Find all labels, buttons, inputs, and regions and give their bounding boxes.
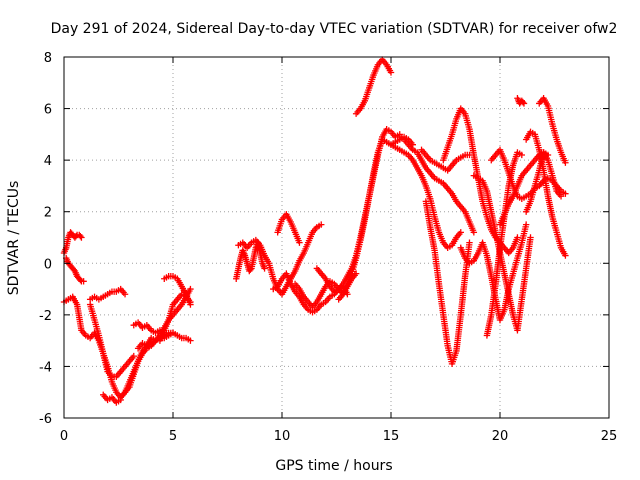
x-axis-label: GPS time / hours (275, 458, 392, 474)
data-series (396, 133, 478, 236)
y-tick-label: -4 (39, 360, 52, 375)
data-point (470, 229, 478, 236)
axis-ticks: 0 5 10 15 20 25 -6 -4 -2 0 2 4 6 8 (39, 51, 617, 444)
plot-frame (63, 56, 610, 419)
data-series (313, 126, 403, 295)
data-series (335, 133, 416, 303)
data-point (169, 329, 177, 337)
x-tick-label: 20 (492, 429, 509, 444)
data-marks (60, 56, 569, 406)
y-tick-label: -6 (39, 412, 52, 427)
data-point (520, 100, 528, 107)
data-series (387, 141, 464, 252)
data-series (522, 149, 565, 215)
data-series (117, 329, 177, 401)
data-point (261, 265, 268, 272)
y-tick-label: 0 (44, 257, 52, 272)
x-tick-label: 5 (169, 429, 177, 444)
data-point (557, 193, 565, 200)
x-tick-label: 10 (274, 429, 291, 444)
data-series (161, 272, 194, 308)
data-point (514, 234, 521, 241)
data-point (78, 234, 85, 241)
y-tick-label: 6 (44, 103, 52, 118)
data-point (296, 239, 303, 246)
y-axis-label: SDTVAR / TECUs (6, 181, 22, 296)
data-point (247, 266, 254, 273)
data-series (422, 198, 473, 368)
data-point (121, 291, 129, 298)
data-point (527, 234, 534, 241)
data-point (522, 221, 530, 228)
y-tick-label: -2 (39, 309, 52, 324)
data-point (518, 151, 525, 159)
data-point (187, 301, 194, 308)
data-point (77, 276, 84, 284)
data-point (562, 190, 569, 197)
data-series (514, 95, 528, 107)
data-series (470, 172, 534, 334)
data-point (77, 233, 84, 240)
data-series (62, 254, 87, 285)
data-series (536, 95, 569, 166)
data-series (86, 285, 129, 303)
data-point (130, 352, 137, 360)
data-series (418, 146, 473, 174)
y-tick-label: 8 (44, 51, 52, 66)
data-series (522, 128, 569, 259)
data-point (466, 239, 473, 246)
data-point (318, 221, 325, 228)
data-point (457, 229, 464, 236)
data-point (519, 98, 527, 106)
chart-title: Day 291 of 2024, Sidereal Day-to-day VTE… (51, 21, 618, 37)
data-point (562, 159, 569, 166)
data-series (352, 56, 395, 117)
x-tick-label: 0 (60, 429, 68, 444)
y-tick-label: 4 (44, 154, 52, 169)
x-tick-label: 15 (383, 429, 400, 444)
data-series (100, 391, 124, 406)
data-point (80, 278, 87, 285)
data-series (496, 149, 552, 228)
data-series (274, 211, 303, 246)
x-tick-label: 25 (601, 429, 618, 444)
data-series (60, 229, 85, 257)
data-point (187, 285, 194, 293)
grid (64, 57, 609, 418)
y-tick-label: 2 (44, 206, 52, 221)
data-point (562, 252, 569, 259)
data-point (187, 337, 194, 344)
data-point (387, 69, 395, 76)
